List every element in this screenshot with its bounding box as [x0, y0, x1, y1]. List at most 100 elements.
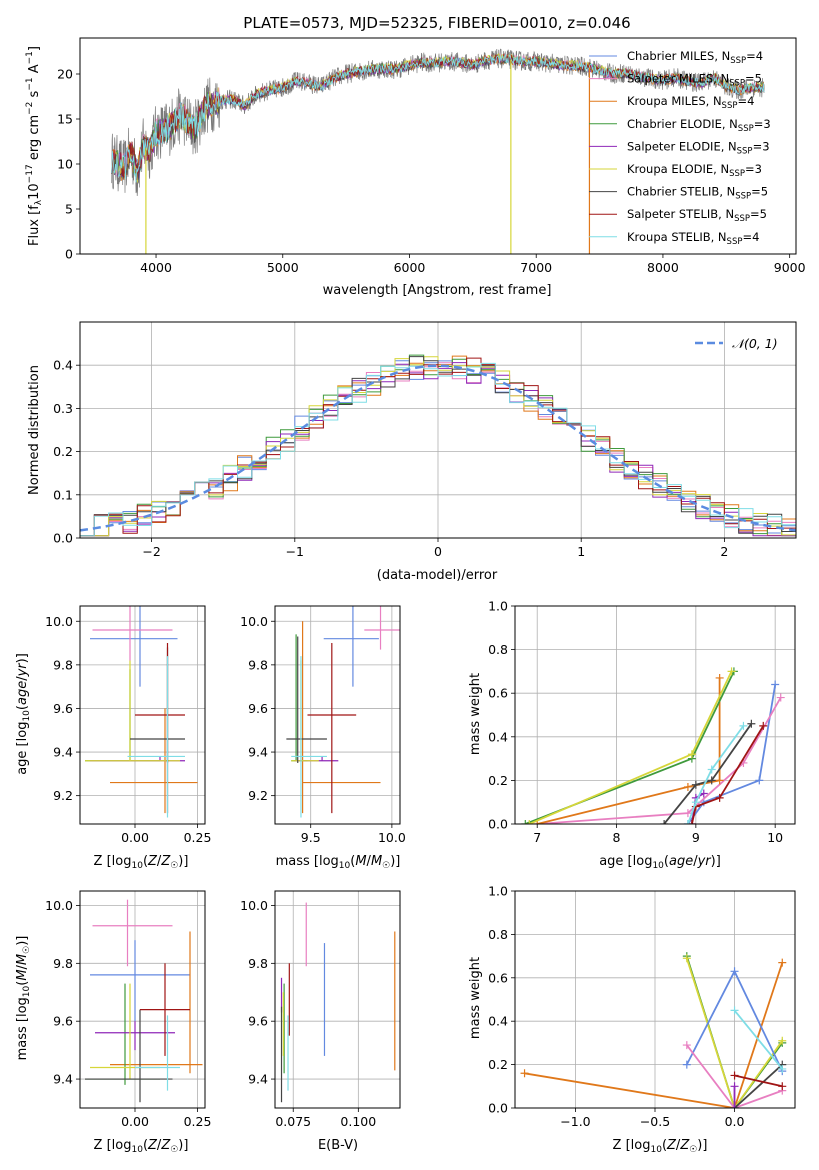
- legend-label-chabrier_elodie: Chabrier ELODIE, NSSP=3: [627, 117, 771, 134]
- weightage-ytick-label: 1.0: [488, 599, 508, 614]
- histogram-xtick-label: −1: [286, 544, 304, 559]
- agem-errorbars: [286, 606, 400, 818]
- weightage-marker-kroupa_miles: [715, 673, 724, 682]
- weightage-line-chabrier_miles: [687, 684, 777, 824]
- legend-label-normal: 𝒩(0, 1): [732, 336, 778, 351]
- weightz-line-salpeter_stelib: [734, 1074, 783, 1088]
- weightz-ylabel: mass weight: [468, 957, 483, 1039]
- weightz-marker-salpeter_stelib: [778, 1082, 787, 1091]
- weightz-ytick-label: 0.4: [488, 1014, 508, 1029]
- weightage-marker-kroupa_miles: [715, 776, 724, 785]
- weightage-marker-salpeter_stelib: [715, 793, 724, 802]
- weightage-ytick-label: 0.8: [488, 642, 508, 657]
- weightz-marker-salpeter_elodie: [730, 1104, 739, 1108]
- weightage-marker-kroupa_elodie: [727, 667, 736, 676]
- weightz-marker-salpeter_elodie: [730, 1082, 739, 1091]
- spectrum-frame: [79, 37, 797, 255]
- spectrum-xtick-label: 9000: [774, 260, 806, 275]
- weightz-marker-kroupa_miles: [520, 1069, 529, 1078]
- agez-frame: [79, 605, 206, 825]
- weightage-marker-salpeter_stelib: [759, 721, 768, 730]
- weightz-frame: [514, 890, 796, 1109]
- legend-label-salpeter_elodie: Salpeter ELODIE, NSSP=3: [627, 139, 770, 156]
- weightage-ytick-label: 0.0: [488, 817, 508, 832]
- histogram-xtick-label: 2: [720, 544, 728, 559]
- legend-label-chabrier_stelib: Chabrier STELIB, NSSP=5: [627, 185, 768, 202]
- weightz-line-kroupa_miles: [524, 962, 784, 1108]
- histogram-xlabel: (data-model)/error: [377, 568, 498, 583]
- ebv-errorbars: [280, 902, 396, 1103]
- weightz-marker-kroupa_elodie: [778, 1036, 787, 1045]
- massz-ytick-label: 9.8: [53, 956, 73, 971]
- weightz-lines: [520, 952, 787, 1108]
- weightage-marker-kroupa_miles: [683, 782, 692, 791]
- residual-histogram-panel: −2 −1 0 1 2 0.0 0.1 0.2 0.3 0.4 𝒩(0, 1): [53, 321, 797, 559]
- spectrum-xtick-label: 6000: [394, 260, 426, 275]
- weightz-line-salpeter_miles: [686, 1044, 783, 1108]
- weightage-ytick-label: 0.4: [488, 729, 508, 744]
- histogram-xtick-label: −2: [142, 544, 160, 559]
- histogram-frame: [79, 321, 797, 539]
- weightz-marker-kroupa_elodie: [682, 954, 691, 963]
- massz-ytick-label: 9.6: [53, 1014, 73, 1029]
- massz-xlabel: Z [log10(Z/Z☉)]: [94, 1138, 189, 1155]
- agez-xtick-label: 0.00: [121, 830, 149, 845]
- weightage-marker-kroupa_stelib: [707, 765, 716, 774]
- agez-ytick-label: 9.8: [53, 657, 73, 672]
- spectrum-xtick-label: 5000: [267, 260, 299, 275]
- ebv-xlabel: E(B-V): [318, 1138, 358, 1153]
- agez-xtick-label: 0.25: [184, 830, 212, 845]
- histogram-steps: [80, 354, 796, 537]
- agem-xtick-label: 10.0: [378, 830, 406, 845]
- agem-ytick-label: 9.8: [248, 657, 268, 672]
- ebv-ytick-label: 9.6: [248, 1014, 268, 1029]
- weightz-line-kroupa_elodie: [685, 958, 784, 1108]
- spectrum-ylabel: Flux [fλ10−17 erg cm−2 s−1 A−1]: [25, 46, 44, 246]
- weightage-marker-salpeter_miles: [683, 809, 692, 818]
- agez-ytick-label: 10.0: [45, 614, 73, 629]
- weightz-xlabel: Z [log10(Z/Z☉)]: [613, 1138, 708, 1155]
- legend-label-kroupa_elodie: Kroupa ELODIE, NSSP=3: [627, 162, 762, 179]
- weightz-marker-salpeter_stelib: [730, 1071, 739, 1080]
- weightz-marker-kroupa_miles: [778, 958, 787, 967]
- weightz-marker-salpeter_miles: [682, 1041, 691, 1050]
- weightage-marker-chabrier_stelib: [691, 780, 700, 789]
- agem-ytick-label: 10.0: [240, 614, 268, 629]
- weightage-marker-chabrier_elodie: [521, 820, 530, 824]
- ebv-xtick-label: 0.075: [275, 1114, 311, 1129]
- histogram-ytick-label: 0.1: [53, 487, 73, 502]
- agez-ylabel: age [log10(age/yr)]: [15, 653, 32, 775]
- weightage-marker-salpeter_miles: [776, 693, 785, 702]
- spectrum-ytick-label: 10: [57, 157, 73, 172]
- legend-label-salpeter_stelib: Salpeter STELIB, NSSP=5: [627, 207, 767, 224]
- massz-ylabel: mass [log10(M/M☉)]: [15, 936, 32, 1061]
- model-spectrum-line-kroupa_elodie: [111, 53, 765, 183]
- agez-errorbars: [85, 606, 198, 818]
- weightage-marker-chabrier_miles: [755, 776, 764, 785]
- weightz-xtick-label: −0.5: [640, 1114, 670, 1129]
- weight-vs-age-panel: 7 8 9 10 0.0 0.2 0.4 0.6 0.8 1.0: [488, 599, 796, 845]
- mass-vs-ebv-panel: 0.075 0.100 9.4 9.6 9.8 10.0: [240, 890, 401, 1129]
- weightage-line-salpeter_miles: [537, 697, 782, 824]
- spectrum-ytick-label: 20: [57, 67, 73, 82]
- agez-ytick-label: 9.2: [53, 788, 73, 803]
- histogram-xtick-label: 1: [577, 544, 585, 559]
- histogram-xtick-label: 0: [434, 544, 442, 559]
- histogram-ytick-label: 0.4: [53, 358, 73, 373]
- weightz-ytick-label: 0.0: [488, 1101, 508, 1116]
- massz-xtick-label: 0.25: [184, 1114, 212, 1129]
- agem-ytick-label: 9.4: [248, 745, 268, 760]
- spectrum-ytick-label: 15: [57, 112, 73, 127]
- weightz-marker-chabrier_miles: [682, 1060, 691, 1069]
- weightage-marker-chabrier_stelib: [660, 820, 669, 824]
- weightz-ytick-label: 0.8: [488, 927, 508, 942]
- histogram-ytick-label: 0.0: [53, 531, 73, 546]
- massz-xtick-label: 0.00: [121, 1114, 149, 1129]
- spectrum-xlabel: wavelength [Angstrom, rest frame]: [323, 283, 552, 298]
- spectrum-xtick-label: 4000: [140, 260, 172, 275]
- weightz-marker-kroupa_stelib: [730, 1006, 739, 1015]
- ebv-ytick-label: 9.8: [248, 956, 268, 971]
- weightz-xtick-label: −1.0: [560, 1114, 590, 1129]
- ebv-xtick-label: 0.100: [340, 1114, 376, 1129]
- spectrum-xtick-label: 8000: [647, 260, 679, 275]
